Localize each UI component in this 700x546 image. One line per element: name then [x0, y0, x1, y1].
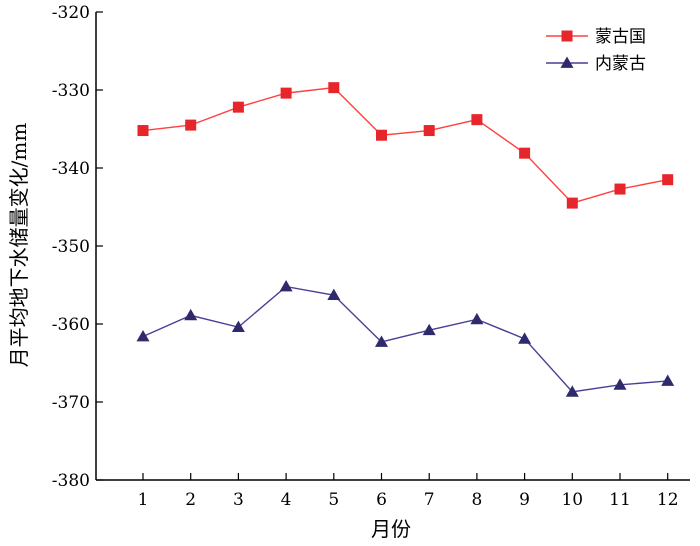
legend-label: 内蒙古 — [595, 54, 646, 74]
data-point — [137, 125, 149, 137]
x-tick-label: 10 — [561, 490, 583, 510]
legend-label: 蒙古国 — [595, 27, 646, 47]
data-point — [423, 125, 435, 137]
data-point — [565, 385, 579, 397]
y-tick-label: -360 — [52, 315, 90, 335]
data-point — [327, 288, 341, 301]
legend-marker — [560, 56, 574, 68]
data-point — [231, 320, 245, 332]
data-point — [661, 374, 675, 386]
data-point — [279, 280, 293, 292]
legend-marker — [561, 30, 573, 42]
x-tick-label: 8 — [471, 490, 482, 510]
y-tick-label: -340 — [52, 159, 90, 179]
series-2 — [136, 280, 675, 397]
y-tick-label: -330 — [52, 81, 90, 101]
data-point — [375, 335, 388, 347]
data-point — [614, 183, 626, 195]
y-tick-label: -370 — [52, 393, 90, 413]
data-point — [662, 174, 674, 186]
data-point — [471, 114, 483, 126]
x-tick-label: 1 — [138, 490, 149, 510]
data-point — [376, 129, 387, 141]
x-tick-label: 7 — [424, 490, 435, 510]
data-point — [232, 101, 244, 113]
x-tick-label: 9 — [519, 490, 530, 510]
legend-item: 内蒙古 — [546, 54, 646, 74]
x-tick-label: 3 — [233, 490, 244, 510]
y-tick-label: -380 — [52, 471, 90, 491]
x-tick-label: 12 — [657, 490, 679, 510]
x-tick-label: 5 — [328, 490, 339, 510]
data-point — [519, 147, 531, 159]
series-1 — [137, 82, 674, 209]
data-point — [185, 119, 197, 131]
data-point — [566, 197, 578, 209]
data-point — [613, 378, 627, 390]
y-tick-label: -320 — [52, 3, 90, 23]
x-tick-label: 4 — [281, 490, 292, 510]
x-axis-label: 月份 — [371, 517, 411, 541]
series-line — [142, 285, 668, 393]
legend-item: 蒙古国 — [546, 27, 646, 47]
x-tick-label: 2 — [185, 490, 196, 510]
data-point — [184, 308, 198, 321]
series-line — [142, 86, 668, 204]
x-tick-label: 6 — [376, 490, 387, 510]
x-tick-label: 11 — [609, 490, 631, 510]
data-point — [328, 82, 340, 94]
data-point — [518, 332, 532, 344]
y-tick-label: -350 — [52, 237, 90, 257]
series-layer — [136, 82, 675, 397]
data-point — [280, 87, 292, 99]
y-axis-label: 月平均地下水储量变化/mm — [7, 123, 31, 368]
data-point — [470, 312, 484, 325]
data-point — [422, 323, 436, 336]
data-point — [136, 329, 150, 342]
